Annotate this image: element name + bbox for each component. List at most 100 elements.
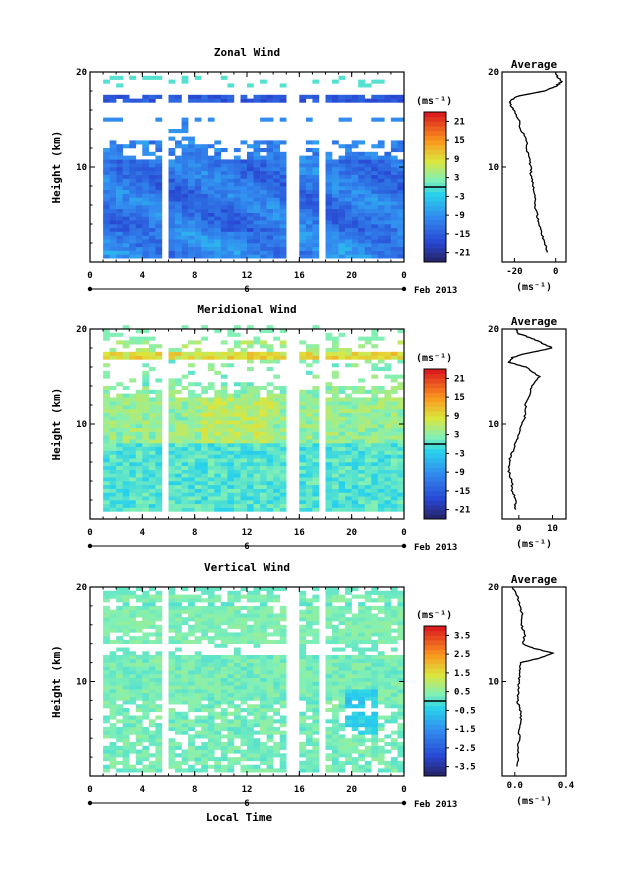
- heatmap-cell: [325, 473, 333, 478]
- heatmap-cell: [103, 609, 110, 614]
- heatmap-cell: [273, 617, 280, 622]
- heatmap-cell: [240, 443, 248, 448]
- heatmap-cell: [332, 458, 339, 463]
- heatmap-cell: [338, 246, 346, 251]
- heatmap-cell: [227, 427, 235, 432]
- heatmap-cell: [148, 201, 156, 206]
- heatmap-cell: [233, 224, 241, 229]
- heatmap-cell: [220, 469, 228, 474]
- heatmap-cell: [279, 420, 287, 425]
- heatmap-cell: [397, 186, 405, 191]
- heatmap-cell: [266, 617, 274, 622]
- heatmap-cell: [371, 730, 379, 735]
- heatmap-cell: [129, 462, 137, 467]
- heatmap-cell: [135, 348, 143, 353]
- heatmap-cell: [201, 685, 208, 690]
- heatmap-cell: [371, 424, 379, 429]
- heatmap-cell: [338, 98, 346, 103]
- heatmap-cell: [148, 685, 156, 690]
- heatmap-cell: [148, 174, 156, 179]
- heatmap-cell: [371, 726, 379, 731]
- heatmap-cell: [305, 730, 313, 735]
- heatmap-cell: [181, 186, 189, 191]
- heatmap-cell: [397, 197, 405, 202]
- heatmap-cell: [358, 469, 365, 474]
- heatmap-cell: [332, 704, 339, 709]
- heatmap-cell: [273, 745, 280, 750]
- heatmap-cell: [273, 412, 280, 417]
- heatmap-cell: [266, 450, 274, 455]
- heatmap-cell: [103, 431, 110, 436]
- heatmap-cell: [377, 496, 385, 501]
- heatmap-cell: [338, 477, 346, 482]
- heatmap-cell: [155, 745, 163, 750]
- heatmap-cell: [175, 227, 182, 232]
- heatmap-cell: [253, 416, 261, 421]
- heatmap-cell: [345, 170, 352, 175]
- heatmap-cell: [142, 605, 150, 610]
- heatmap-cell: [397, 235, 405, 240]
- heatmap-cell: [377, 408, 385, 413]
- heatmap-cell: [116, 708, 123, 713]
- heatmap-cell: [332, 734, 339, 739]
- heatmap-cell: [188, 666, 195, 671]
- heatmap-cell: [253, 708, 261, 713]
- heatmap-cell: [384, 220, 392, 225]
- heatmap-cell: [194, 167, 202, 172]
- heatmap-cell: [155, 764, 163, 769]
- heatmap-cell: [312, 617, 320, 622]
- heatmap-cell: [358, 723, 365, 728]
- heatmap-cell: [332, 696, 339, 701]
- heatmap-cell: [116, 208, 123, 213]
- heatmap-cell: [122, 658, 130, 663]
- heatmap-cell: [233, 673, 241, 678]
- heatmap-cell: [220, 355, 228, 360]
- heatmap-cell: [109, 651, 117, 656]
- heatmap-cell: [279, 174, 287, 179]
- heatmap-cell: [129, 666, 137, 671]
- heatmap-cell: [142, 167, 150, 172]
- heatmap-cell: [390, 189, 398, 194]
- heatmap-cell: [201, 405, 208, 410]
- heatmap-cell: [175, 696, 182, 701]
- heatmap-cell: [194, 439, 202, 444]
- heatmap-cell: [240, 250, 248, 255]
- heatmap-cell: [397, 673, 405, 678]
- heatmap-cell: [266, 496, 274, 501]
- heatmap-cell: [194, 355, 202, 360]
- heatmap-cell: [168, 742, 176, 747]
- heatmap-cell: [397, 492, 405, 497]
- heatmap-cell: [194, 174, 202, 179]
- heatmap-cell: [299, 760, 307, 765]
- heatmap-cell: [207, 446, 215, 451]
- heatmap-cell: [279, 624, 287, 629]
- heatmap-cell: [325, 201, 333, 206]
- heatmap-cell: [240, 351, 248, 356]
- heatmap-cell: [109, 355, 117, 360]
- heatmap-cell: [377, 662, 385, 667]
- heatmap-cell: [247, 439, 254, 444]
- heatmap-cell: [103, 488, 110, 493]
- heatmap-cell: [233, 193, 241, 198]
- heatmap-cell: [260, 329, 267, 334]
- heatmap-cell: [214, 205, 222, 210]
- heatmap-cell: [103, 408, 110, 413]
- heatmap-cell: [240, 673, 248, 678]
- heatmap-cell: [181, 220, 189, 225]
- heatmap-cell: [129, 477, 137, 482]
- heatmap-cell: [299, 677, 307, 682]
- heatmap-cell: [168, 689, 176, 694]
- chart-title: Vertical Wind: [204, 561, 290, 574]
- heatmap-cell: [233, 632, 241, 637]
- heatmap-cell: [220, 696, 228, 701]
- heatmap-cell: [148, 98, 156, 103]
- heatmap-cell: [142, 386, 150, 391]
- heatmap-cell: [214, 658, 222, 663]
- heatmap-cell: [240, 208, 248, 213]
- heatmap-cell: [175, 484, 182, 489]
- heatmap-cell: [305, 363, 313, 368]
- heatmap-cell: [207, 621, 215, 626]
- heatmap-cell: [109, 458, 117, 463]
- heatmap-cell: [207, 254, 215, 259]
- heatmap-cell: [266, 208, 274, 213]
